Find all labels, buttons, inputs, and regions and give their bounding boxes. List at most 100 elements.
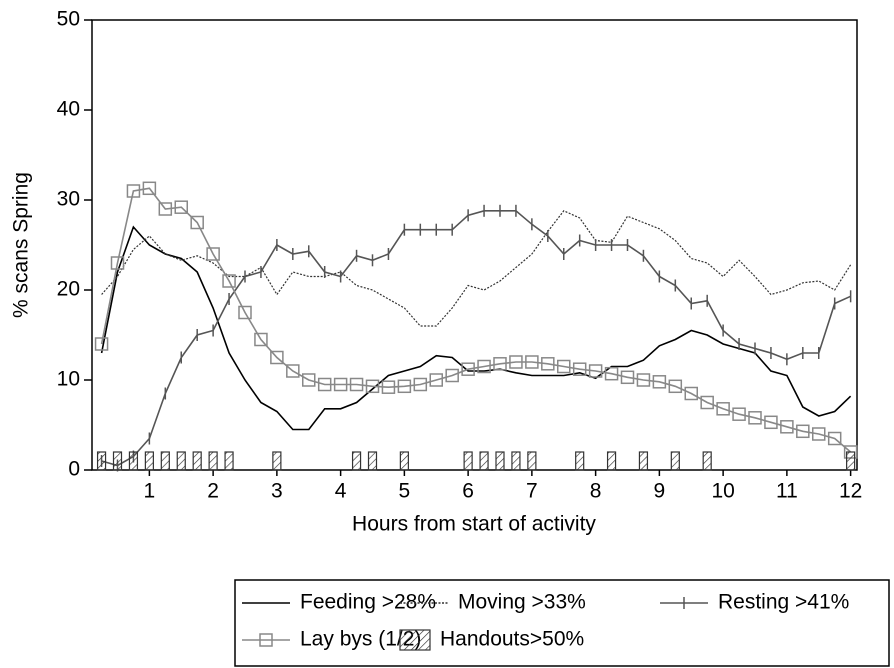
handout-mark <box>176 451 186 471</box>
series-marker <box>413 377 428 392</box>
series-marker <box>190 215 204 230</box>
handout-mark <box>144 451 154 471</box>
series-marker <box>588 364 603 378</box>
handout-mark <box>575 451 585 471</box>
handout-mark <box>479 451 489 471</box>
series-marker <box>174 200 188 214</box>
series-marker <box>429 373 443 387</box>
series-marker <box>254 332 268 347</box>
legend-label: Resting >41% <box>718 591 849 614</box>
series-marker <box>509 355 523 369</box>
series-line <box>100 225 852 431</box>
y-tick-label: 30 <box>57 188 80 211</box>
series-marker <box>620 370 635 385</box>
y-tick-label: 10 <box>57 368 80 391</box>
x-tick-label: 2 <box>207 480 219 503</box>
series-marker <box>126 184 141 198</box>
series-marker <box>572 362 587 376</box>
series-marker <box>270 350 284 365</box>
legend-label: Moving >33% <box>458 591 586 614</box>
series-marker <box>349 377 364 392</box>
x-tick-label: 11 <box>776 480 798 503</box>
series-marker <box>827 431 842 446</box>
legend-label: Handouts>50% <box>440 628 584 651</box>
series-marker <box>222 274 236 288</box>
x-tick-label: 7 <box>526 480 538 503</box>
series-marker <box>604 366 619 381</box>
x-tick-label: 1 <box>144 480 156 503</box>
legend-label: Feeding >28% <box>300 591 436 614</box>
series-marker <box>780 420 794 434</box>
series-marker <box>700 395 714 410</box>
series-marker <box>461 362 475 376</box>
series-marker <box>716 402 730 416</box>
x-tick-label: 12 <box>839 480 862 503</box>
series-line <box>101 210 851 467</box>
series-marker <box>652 375 667 389</box>
handout-mark <box>208 451 218 471</box>
handout-mark <box>224 451 234 471</box>
x-tick-label: 5 <box>399 480 411 503</box>
x-tick-label: 8 <box>590 480 602 503</box>
series-marker <box>158 202 173 216</box>
handout-mark <box>670 451 680 471</box>
handout-mark <box>128 451 139 471</box>
handout-mark <box>527 451 537 471</box>
series-marker <box>557 359 571 374</box>
series-marker <box>812 427 826 441</box>
series-marker <box>206 247 220 261</box>
series-marker <box>142 181 157 196</box>
series-marker <box>110 256 125 270</box>
legend-box <box>234 579 890 667</box>
series-marker <box>684 386 698 401</box>
series-marker <box>525 355 539 369</box>
plot-frame <box>91 19 858 471</box>
handout-mark <box>160 451 170 471</box>
series-marker <box>445 368 459 383</box>
series-marker <box>796 424 810 439</box>
series-marker <box>286 364 300 378</box>
series-marker <box>732 407 746 421</box>
x-tick-label: 10 <box>711 480 734 503</box>
y-tick-label: 0 <box>68 458 80 481</box>
handout-mark <box>351 451 362 471</box>
x-tick-label: 3 <box>271 480 283 503</box>
handout-mark <box>272 451 282 471</box>
series-marker <box>397 379 412 394</box>
handout-mark <box>638 451 649 471</box>
legend-marker <box>259 633 273 647</box>
series-marker <box>636 373 651 387</box>
handout-mark <box>606 451 617 471</box>
series-marker <box>238 305 252 320</box>
series-marker <box>668 379 683 394</box>
series-marker <box>764 415 778 430</box>
series-marker <box>94 337 109 351</box>
legend-swatch <box>399 629 431 651</box>
y-axis-label: % scans Spring <box>10 172 33 318</box>
legend-label: Lay bys (1/2) <box>300 628 421 651</box>
handout-mark <box>96 451 107 471</box>
series-marker <box>477 359 491 374</box>
x-axis-label: Hours from start of activity <box>352 513 596 536</box>
series-line <box>100 187 852 453</box>
handout-mark <box>511 451 521 471</box>
handout-mark <box>495 451 505 471</box>
series-marker <box>381 380 396 394</box>
series-marker <box>493 357 507 371</box>
y-tick-label: 20 <box>57 278 80 301</box>
series-marker <box>365 379 380 394</box>
y-tick-label: 50 <box>57 8 80 31</box>
x-tick-label: 9 <box>654 480 666 503</box>
handout-mark <box>463 451 473 471</box>
handout-mark <box>367 451 378 471</box>
series-marker <box>748 411 762 425</box>
x-tick-label: 4 <box>335 480 347 503</box>
series-marker <box>317 377 332 392</box>
series-marker <box>541 357 555 371</box>
handout-mark <box>192 451 202 471</box>
handout-mark <box>846 451 856 471</box>
handout-mark <box>112 451 123 471</box>
handout-mark <box>399 451 409 471</box>
series-marker <box>333 377 348 392</box>
series-marker <box>302 373 316 387</box>
